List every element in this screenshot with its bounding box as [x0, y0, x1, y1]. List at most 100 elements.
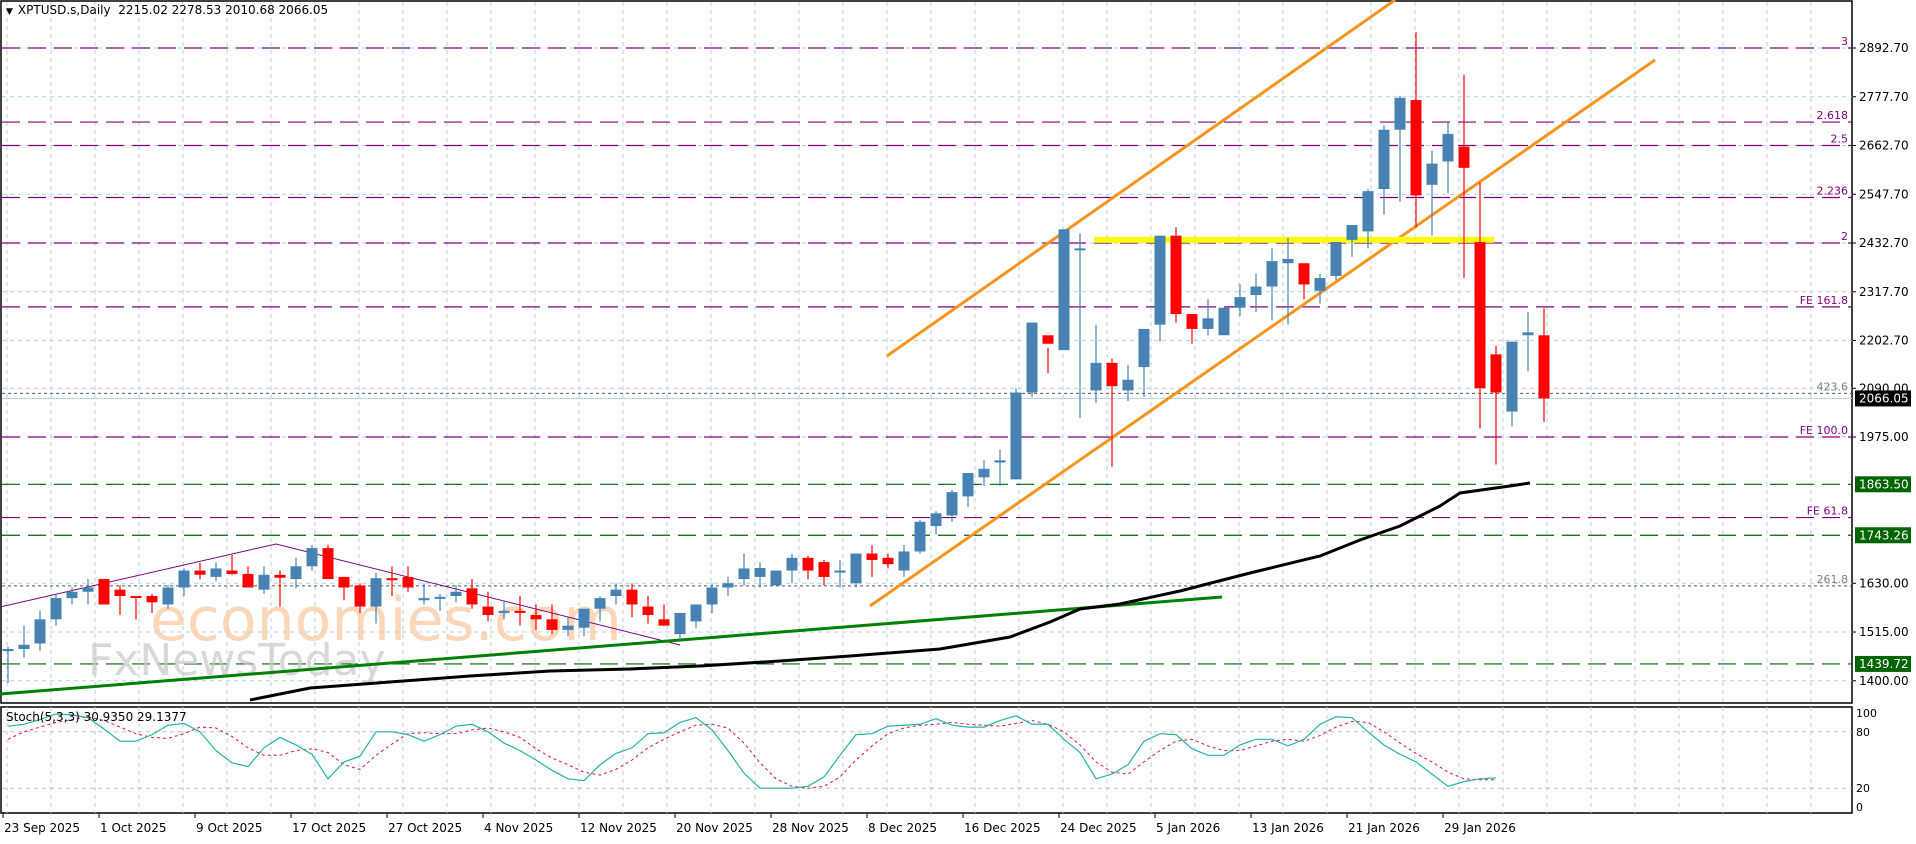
- candle-body[interactable]: [562, 625, 574, 630]
- candle-body[interactable]: [1442, 133, 1454, 162]
- candle-body[interactable]: [114, 589, 126, 596]
- green-trendline[interactable]: [0, 595, 1223, 696]
- candle-body[interactable]: [1042, 335, 1054, 344]
- candle-body[interactable]: [434, 596, 446, 599]
- moving-average-line[interactable]: [249, 481, 1531, 702]
- candle-body[interactable]: [530, 615, 542, 620]
- candle-body[interactable]: [594, 598, 606, 609]
- candle-body[interactable]: [546, 619, 558, 630]
- candle-body[interactable]: [1474, 242, 1486, 389]
- candle-body[interactable]: [450, 591, 462, 596]
- candle-body[interactable]: [354, 585, 366, 607]
- candle-body[interactable]: [1154, 235, 1166, 325]
- candle-body[interactable]: [1186, 314, 1198, 329]
- candle-body[interactable]: [1298, 263, 1310, 285]
- candle-body[interactable]: [274, 574, 286, 578]
- candle-body[interactable]: [50, 598, 62, 620]
- candle-body[interactable]: [946, 492, 958, 516]
- candle-body[interactable]: [690, 604, 702, 622]
- candle-body[interactable]: [802, 557, 814, 571]
- candle-body[interactable]: [1058, 229, 1070, 351]
- candle-body[interactable]: [578, 608, 590, 628]
- candle-body[interactable]: [1346, 225, 1358, 240]
- candle-body[interactable]: [722, 583, 734, 588]
- candle-body[interactable]: [610, 589, 622, 596]
- candle-body[interactable]: [754, 568, 766, 577]
- candle-body[interactable]: [1426, 163, 1438, 185]
- candle-body[interactable]: [1234, 297, 1246, 308]
- candle-body[interactable]: [130, 595, 142, 598]
- candle-body[interactable]: [146, 595, 158, 603]
- candle-body[interactable]: [1138, 328, 1150, 368]
- candle-body[interactable]: [1538, 335, 1550, 399]
- candle-body[interactable]: [18, 644, 30, 649]
- candle-body[interactable]: [322, 548, 334, 580]
- candle-body[interactable]: [1250, 286, 1262, 296]
- candle-body[interactable]: [2, 648, 14, 652]
- candle-body[interactable]: [994, 460, 1006, 463]
- candle-body[interactable]: [1490, 354, 1502, 393]
- candle-body[interactable]: [1282, 258, 1294, 264]
- candle-body[interactable]: [466, 588, 478, 605]
- candle-body[interactable]: [1122, 379, 1134, 391]
- candle-body[interactable]: [1378, 129, 1390, 190]
- candle-body[interactable]: [786, 557, 798, 571]
- candle-body[interactable]: [194, 570, 206, 575]
- candle-body[interactable]: [338, 576, 350, 588]
- candle-body[interactable]: [482, 606, 494, 616]
- candle-body[interactable]: [306, 548, 318, 567]
- candle-body[interactable]: [66, 591, 78, 599]
- candle-body[interactable]: [674, 612, 686, 635]
- candle-body[interactable]: [418, 598, 430, 601]
- candle-body[interactable]: [818, 562, 830, 577]
- candle-body[interactable]: [626, 589, 638, 605]
- candle-body[interactable]: [834, 570, 846, 573]
- candle-body[interactable]: [402, 576, 414, 588]
- triangle-pattern-line[interactable]: [0, 543, 681, 646]
- candle-body[interactable]: [98, 579, 110, 605]
- candle-body[interactable]: [930, 513, 942, 527]
- candle-body[interactable]: [1458, 146, 1470, 168]
- candle-body[interactable]: [738, 568, 750, 580]
- candle-body[interactable]: [1330, 242, 1342, 276]
- candle-body[interactable]: [1010, 392, 1022, 480]
- candle-body[interactable]: [642, 606, 654, 616]
- candle-body[interactable]: [1266, 261, 1278, 287]
- candle-body[interactable]: [1170, 235, 1182, 315]
- candle-body[interactable]: [1090, 362, 1102, 391]
- candle-body[interactable]: [1362, 191, 1374, 232]
- candle-body[interactable]: [866, 553, 878, 560]
- candle-body[interactable]: [210, 568, 222, 577]
- candle-body[interactable]: [850, 553, 862, 584]
- candle-body[interactable]: [978, 468, 990, 478]
- triangle-down-icon[interactable]: ▼: [6, 7, 13, 17]
- candle-body[interactable]: [1394, 97, 1406, 130]
- candle-body[interactable]: [34, 619, 46, 644]
- candle-body[interactable]: [242, 573, 254, 588]
- candle-body[interactable]: [290, 566, 302, 580]
- candle-body[interactable]: [1410, 100, 1422, 196]
- candle-body[interactable]: [82, 587, 94, 592]
- candle-body[interactable]: [1074, 248, 1086, 251]
- candle-body[interactable]: [178, 570, 190, 588]
- candle-body[interactable]: [658, 619, 670, 626]
- candle-body[interactable]: [706, 587, 718, 605]
- candle-body[interactable]: [1218, 307, 1230, 336]
- candle-body[interactable]: [498, 610, 510, 613]
- channel-upper-line[interactable]: [886, 0, 1396, 358]
- candle-body[interactable]: [258, 574, 270, 590]
- candle-body[interactable]: [514, 610, 526, 613]
- channel-lower-line[interactable]: [869, 58, 1656, 608]
- candle-body[interactable]: [882, 557, 894, 565]
- candle-body[interactable]: [1522, 332, 1534, 336]
- candle-body[interactable]: [226, 570, 238, 574]
- candle-body[interactable]: [370, 578, 382, 607]
- candle-body[interactable]: [386, 578, 398, 581]
- candle-body[interactable]: [1202, 318, 1214, 329]
- candle-body[interactable]: [1314, 278, 1326, 291]
- candle-body[interactable]: [1026, 322, 1038, 393]
- candle-body[interactable]: [1106, 362, 1118, 387]
- candle-body[interactable]: [898, 551, 910, 571]
